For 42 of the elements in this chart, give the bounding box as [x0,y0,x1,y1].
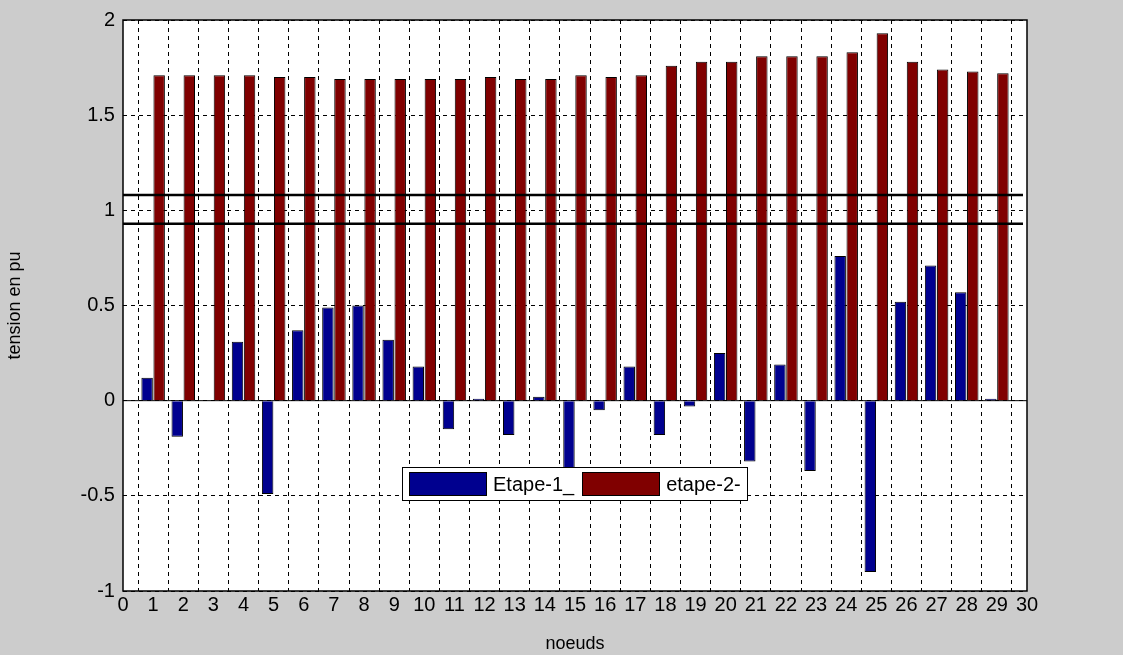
x-tick-label: 26 [895,592,918,615]
x-tick-label: 18 [654,592,677,615]
x-tick-label: 10 [413,592,436,615]
x-tick-label: 1 [147,592,159,615]
x-tick-label: 5 [268,592,280,615]
y-tick-label: -0.5 [80,483,115,506]
x-tick-label: 15 [563,592,587,615]
x-tick-label: 7 [328,592,340,615]
legend-label: etape-2- [666,472,741,496]
x-tick-label: 17 [624,592,647,615]
x-tick-label: 30 [1015,592,1039,615]
y-tick-label: 1.5 [87,102,115,125]
x-tick-label: 28 [955,592,978,615]
y-tick-label: 1 [103,197,115,220]
x-tick-label: 19 [684,592,707,615]
x-tick-label: 22 [774,592,798,615]
x-tick-label: 21 [744,592,767,615]
x-tick-label: 24 [835,592,858,615]
x-tick-label: 20 [714,592,737,615]
x-tick-label: 9 [388,592,400,615]
x-tick-label: 3 [207,592,219,615]
x-tick-label: 6 [298,592,310,615]
x-tick-label: 13 [503,592,526,615]
x-tick-label: 27 [925,592,948,615]
x-tick-label: 0 [117,592,129,615]
x-tick-label: 2 [177,592,189,615]
x-tick-label: 16 [594,592,617,615]
x-tick-label: 12 [473,592,496,615]
y-axis-title: tension en pu [3,251,24,360]
x-tick-label: 25 [865,592,888,615]
legend-label: Etape-1_ [493,472,575,496]
x-tick-label: 29 [985,592,1008,615]
y-tick-label: 2 [103,7,115,30]
y-tick-label: 0 [103,388,115,411]
y-tick-label: -1 [97,578,115,601]
x-tick-label: 14 [533,592,556,615]
x-tick-label: 11 [444,592,465,615]
x-tick-label: 8 [358,592,370,615]
x-tick-label: 23 [804,592,828,615]
y-tick-label: 0.5 [87,293,115,316]
x-axis-title: noeuds [545,633,605,654]
x-tick-label: 4 [237,592,250,615]
